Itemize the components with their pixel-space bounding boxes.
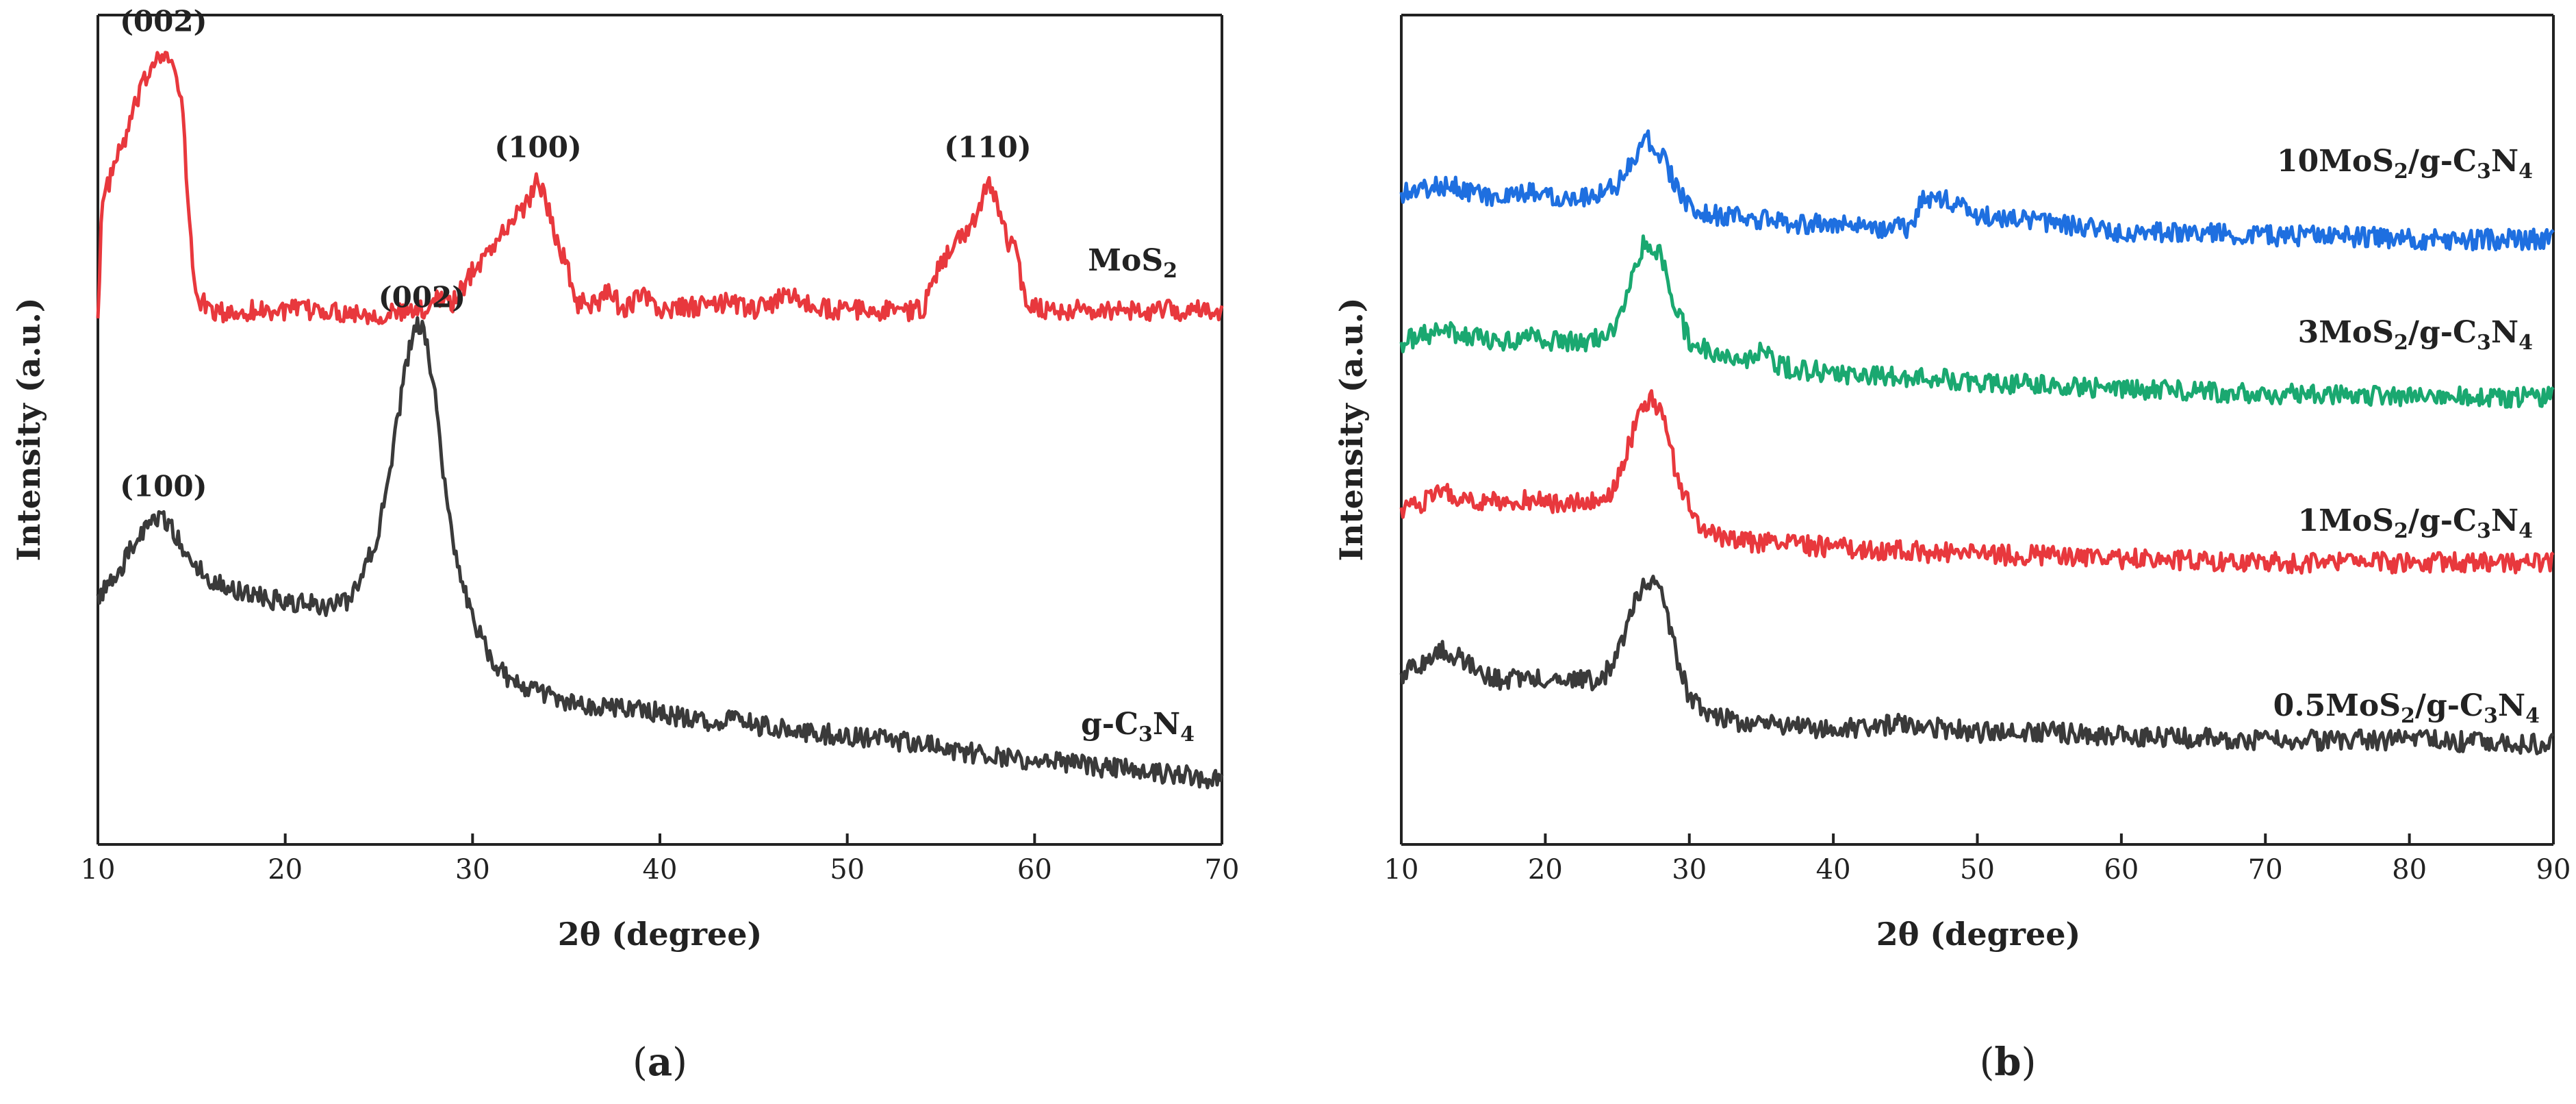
panel-a-x-tick-labels: 10 20 30 40 50 60 70: [81, 854, 1240, 886]
x-tick-label: 40: [1816, 854, 1851, 886]
series-line-3mos2-gc3n4: [1399, 234, 2555, 409]
peak-label-gc3n4-100: (100): [120, 470, 207, 503]
peak-label-gc3n4-002: (002): [379, 280, 466, 314]
panel-b-x-axis-title: 2θ (degree): [1876, 916, 2081, 953]
x-tick-label: 30: [1672, 854, 1707, 886]
series-label-0-5mos2-gc3n4: 0.5MoS2/g-C3N4: [2273, 688, 2540, 728]
x-tick-label: 10: [1384, 854, 1419, 886]
series-label-g-c3n4: g-C3N4: [1081, 707, 1195, 747]
x-tick-label: 40: [643, 854, 678, 886]
x-tick-label: 30: [455, 854, 490, 886]
panel-b-x-ticks: [1400, 833, 2555, 844]
series-label-3mos2-gc3n4: 3MoS2/g-C3N4: [2298, 315, 2533, 355]
panel-a-y-axis-title: Intensity (a.u.): [10, 297, 47, 561]
panel-a-plot-area: [96, 51, 1224, 790]
panel-b-caption: (b): [1980, 1040, 2037, 1085]
series-label-10mos2-gc3n4: 10MoS2/g-C3N4: [2277, 144, 2533, 184]
x-tick-label: 50: [1960, 854, 1995, 886]
x-tick-label: 50: [830, 854, 865, 886]
x-tick-label: 20: [1528, 854, 1563, 886]
panel-a: 10 20 30 40 50 60 70 (002) (100) (110) (100) (…: [10, 5, 1239, 1085]
panel-a-caption: (a): [633, 1040, 687, 1085]
peak-label-mos2-002: (002): [120, 5, 207, 38]
x-tick-label: 70: [2248, 854, 2283, 886]
panel-b-x-tick-labels: 10 20 30 40 50 60 70 80 90: [1384, 854, 2571, 886]
series-line-10mos2-gc3n4: [1399, 129, 2555, 252]
panel-a-x-ticks: [97, 833, 1223, 844]
x-tick-label: 80: [2392, 854, 2427, 886]
peak-label-mos2-110: (110): [944, 131, 1031, 164]
x-tick-label: 20: [268, 854, 303, 886]
series-line-mos2: [96, 51, 1224, 325]
x-tick-label: 10: [81, 854, 116, 886]
panel-b: 10 20 30 40 50 60 70 80 90 10MoS2/g-C3N4 3MoS2/g…: [1333, 14, 2571, 1085]
panel-a-x-axis-title: 2θ (degree): [558, 916, 763, 953]
series-line-0-5mos2-gc3n4: [1399, 575, 2555, 755]
x-tick-label: 60: [1017, 854, 1052, 886]
panel-b-plot-area: [1399, 129, 2555, 755]
x-tick-label: 60: [2104, 854, 2139, 886]
x-tick-label: 70: [1205, 854, 1240, 886]
series-line-1mos2-gc3n4: [1399, 389, 2555, 575]
series-line-g-c3n4: [96, 316, 1224, 790]
peak-label-mos2-100: (100): [494, 131, 581, 164]
series-label-mos2: MoS2: [1088, 243, 1177, 283]
series-label-1mos2-gc3n4: 1MoS2/g-C3N4: [2298, 503, 2533, 543]
x-tick-label: 90: [2536, 854, 2571, 886]
panel-b-y-axis-title: Intensity (a.u.): [1333, 297, 1370, 561]
